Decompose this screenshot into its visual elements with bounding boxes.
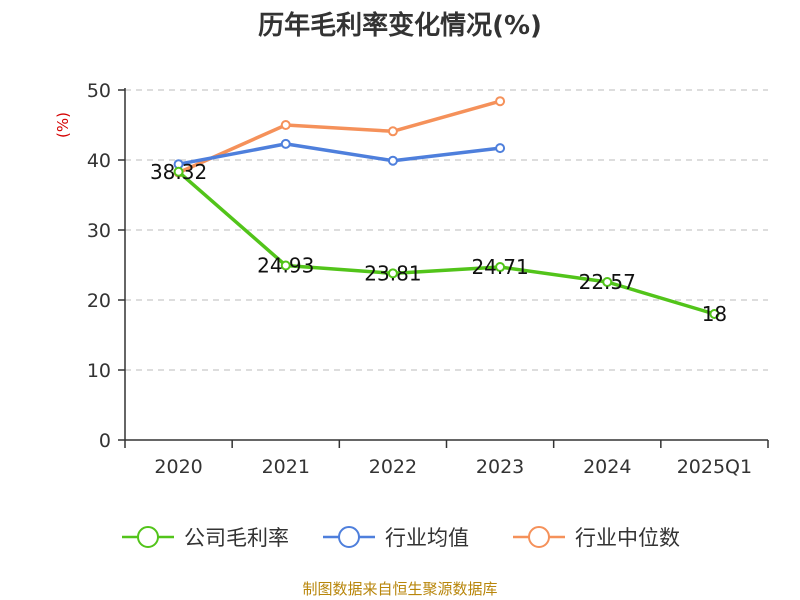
chart-title: 历年毛利率变化情况(%) bbox=[258, 10, 542, 41]
legend-marker bbox=[528, 526, 550, 548]
data-label: 24.71 bbox=[471, 255, 528, 279]
legend-marker bbox=[137, 526, 159, 548]
data-point bbox=[280, 120, 291, 130]
data-label: 23.81 bbox=[364, 261, 421, 285]
data-point bbox=[495, 96, 506, 107]
data-point bbox=[602, 277, 613, 288]
source-note: 制图数据来自恒生聚源数据库 bbox=[302, 580, 497, 598]
data-label: 18 bbox=[702, 302, 727, 326]
legend-item: 公司毛利率 bbox=[122, 526, 289, 550]
legend-label: 公司毛利率 bbox=[184, 526, 289, 550]
grid bbox=[125, 89, 768, 371]
series-layer bbox=[173, 96, 720, 319]
legend-label: 行业均值 bbox=[385, 526, 469, 550]
data-point bbox=[280, 260, 291, 271]
series-line bbox=[176, 99, 502, 175]
y-tick-label: 30 bbox=[87, 220, 111, 242]
legend-marker bbox=[338, 526, 360, 548]
data-point bbox=[387, 126, 398, 137]
data-label: 38.32 bbox=[150, 160, 207, 184]
data-point bbox=[709, 309, 720, 319]
data-point bbox=[387, 155, 398, 166]
x-tick-label: 2021 bbox=[262, 456, 310, 478]
data-point bbox=[173, 166, 184, 177]
data-point bbox=[495, 262, 506, 273]
series-line bbox=[176, 142, 502, 166]
legend-item: 行业中位数 bbox=[513, 526, 680, 550]
series-0 bbox=[173, 166, 720, 319]
data-point bbox=[495, 143, 506, 154]
x-tick-label: 2023 bbox=[476, 456, 524, 478]
y-tick-label: 50 bbox=[87, 80, 111, 102]
data-label: 24.93 bbox=[257, 253, 314, 277]
y-tick-label: 40 bbox=[87, 150, 111, 172]
axes: 0 10 20 30 40 50 2020 2021 2022 2023 2024 2025Q1 bbox=[87, 80, 769, 478]
x-tick-label: 2025Q1 bbox=[677, 456, 752, 478]
data-label: 22.57 bbox=[579, 270, 636, 294]
x-tick-label: 2020 bbox=[154, 456, 202, 478]
y-tick-label: 0 bbox=[99, 430, 111, 452]
legend-label: 行业中位数 bbox=[575, 526, 680, 550]
series-line bbox=[176, 170, 717, 316]
legend: 公司毛利率 行业均值 行业中位数 bbox=[122, 526, 680, 550]
y-tick-label: 20 bbox=[87, 290, 111, 312]
data-point bbox=[387, 268, 398, 279]
x-tick-label: 2022 bbox=[369, 456, 417, 478]
series-2 bbox=[173, 96, 506, 178]
y-axis-label: (%) bbox=[54, 112, 72, 138]
series-1 bbox=[173, 138, 506, 170]
data-labels: 38.32 24.93 23.81 24.71 22.57 18 bbox=[150, 160, 727, 326]
x-tick-label: 2024 bbox=[583, 456, 631, 478]
legend-item: 行业均值 bbox=[323, 526, 469, 550]
data-point bbox=[280, 138, 291, 149]
y-tick-label: 10 bbox=[87, 360, 111, 382]
